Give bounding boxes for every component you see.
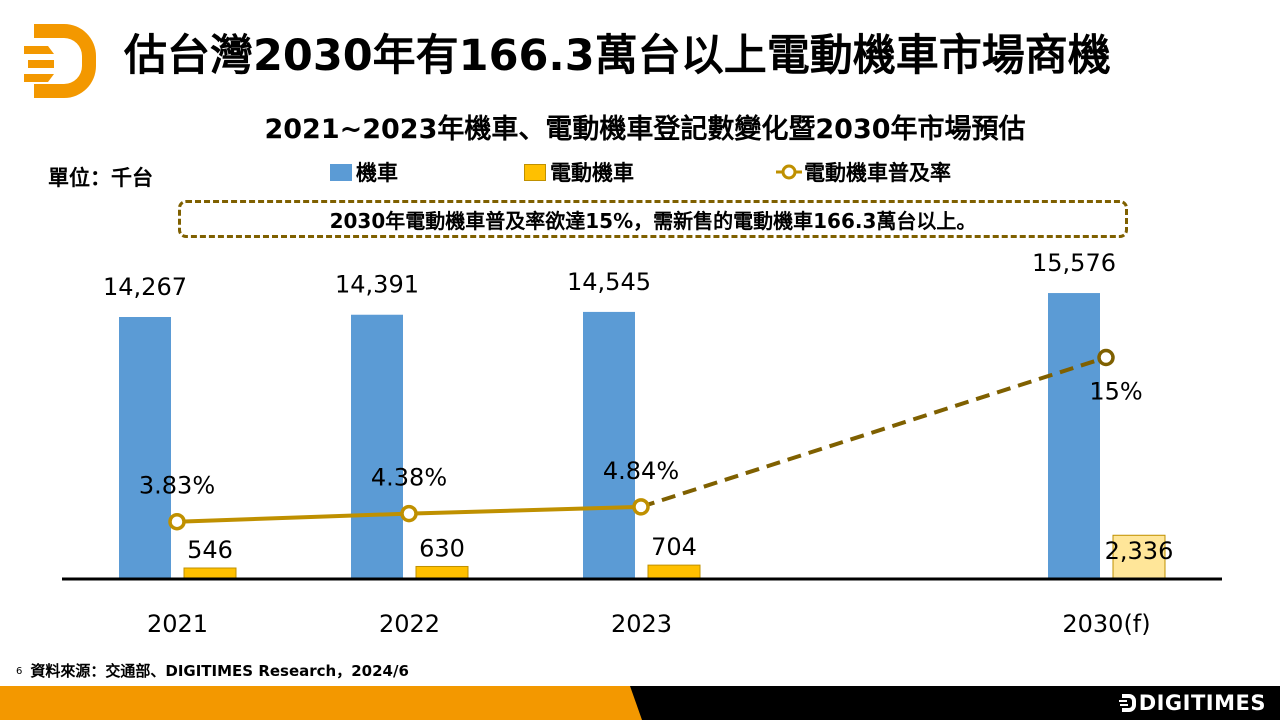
- legend-item-motorcycle: 機車: [330, 156, 398, 188]
- page-number: 6: [16, 665, 23, 677]
- adoption-rate-segment-2023-2030(f): [640, 355, 1107, 509]
- chart-labels: 14,267 546 2021 14,391 630 2022 14,545 704 2023 1…: [103, 249, 1173, 638]
- adoption-rate-marker-2021: [168, 512, 186, 531]
- motorcycle-value-label-2030(f): 15,576: [1032, 249, 1116, 277]
- legend-line-marker-icon: [776, 164, 802, 180]
- legend-label-emotorcycle: 電動機車: [550, 161, 634, 185]
- x-tick-label-2023: 2023: [611, 610, 672, 638]
- chart-title: 2021~2023年機車、電動機車登記數變化暨2030年市場預估: [264, 114, 1026, 145]
- emotorcycle-bar-2022: [415, 565, 469, 579]
- legend-swatch-motorcycle: [330, 163, 352, 181]
- footer-bar: [0, 686, 1280, 720]
- adoption-rate-label-2022: 4.38%: [371, 464, 447, 492]
- adoption-rate-line: [168, 348, 1115, 531]
- unit-label: 單位：千台: [48, 166, 153, 190]
- digitimes-logo-icon: [24, 24, 96, 98]
- adoption-rate-label-2021: 3.83%: [139, 472, 215, 500]
- x-tick-label-2021: 2021: [147, 610, 208, 638]
- chart-area: 14,267 546 2021 14,391 630 2022 14,545 704 2023 1…: [62, 249, 1222, 638]
- adoption-rate-marker-2030(f): [1097, 348, 1115, 367]
- legend-swatch-emotorcycle: [524, 163, 546, 181]
- adoption-rate-segment-2021-2022: [176, 511, 410, 524]
- motorcycle-bar-2023: [583, 311, 635, 578]
- source-note: 6 資料來源：交通部、DIGITIMES Research，2024/6: [16, 660, 409, 683]
- emotorcycle-value-label-2021: 546: [187, 536, 233, 564]
- adoption-rate-segment-2022-2023: [408, 504, 642, 516]
- page-title: 估台灣2030年有166.3萬台以上電動機車市場商機: [124, 31, 1111, 81]
- x-tick-label-2022: 2022: [379, 610, 440, 638]
- emotorcycle-bar-2023: [647, 564, 701, 579]
- callout-box: 2030年電動機車普及率欲達15%，需新售的電動機車166.3萬台以上。: [178, 200, 1128, 238]
- emotorcycle-value-label-2022: 630: [419, 534, 465, 562]
- legend-item-adoption-rate: 電動機車普及率: [776, 156, 951, 188]
- emotorcycle-bars: [183, 534, 1166, 579]
- motorcycle-bar-2021: [119, 317, 171, 578]
- motorcycle-bars: [119, 293, 1100, 578]
- emotorcycle-value-label-2023: 704: [651, 533, 697, 561]
- callout-text: 2030年電動機車普及率欲達15%，需新售的電動機車166.3萬台以上。: [329, 208, 977, 233]
- footer-brand: DIGITIMES: [1118, 690, 1266, 716]
- emotorcycle-value-label-2030(f): 2,336: [1105, 537, 1174, 565]
- adoption-rate-label-2030(f): 15%: [1089, 378, 1142, 406]
- motorcycle-bar-2022: [351, 314, 403, 578]
- legend-label-motorcycle: 機車: [356, 161, 398, 185]
- motorcycle-value-label-2023: 14,545: [567, 268, 651, 296]
- motorcycle-value-label-2021: 14,267: [103, 273, 187, 301]
- emotorcycle-bar-2021: [183, 567, 237, 579]
- motorcycle-value-label-2022: 14,391: [335, 271, 419, 299]
- adoption-rate-label-2023: 4.84%: [603, 457, 679, 485]
- adoption-rate-marker-2023: [632, 498, 650, 516]
- motorcycle-bar-2030(f): [1048, 293, 1100, 578]
- adoption-rate-marker-2022: [400, 504, 418, 523]
- legend-item-emotorcycle: 電動機車: [524, 156, 634, 188]
- x-tick-label-2030(f): 2030(f): [1062, 610, 1150, 638]
- digitimes-brand-icon: [1118, 694, 1136, 712]
- emotorcycle-bar-2030(f): [1112, 534, 1166, 579]
- footer-brand-text: DIGITIMES: [1138, 691, 1266, 715]
- source-text: 資料來源：交通部、DIGITIMES Research，2024/6: [30, 662, 409, 680]
- legend-label-adoption-rate: 電動機車普及率: [804, 161, 951, 185]
